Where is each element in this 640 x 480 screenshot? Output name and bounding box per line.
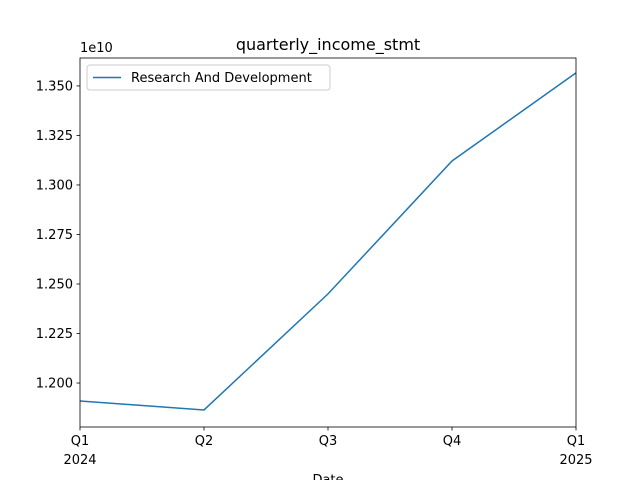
plot-frame xyxy=(79,57,577,428)
x-tick-label: Q1 xyxy=(567,434,586,449)
line-series xyxy=(79,72,577,411)
legend xyxy=(86,64,331,91)
legend-label: Research And Development xyxy=(131,71,312,86)
x-tick-label: Q4 xyxy=(443,434,462,449)
y-tick-label: 1.300 xyxy=(36,178,73,193)
x-year-label: 2024 xyxy=(63,453,96,468)
x-year-label: 2025 xyxy=(559,453,592,468)
x-axis-label: Date xyxy=(312,473,343,480)
y-tick-label: 1.250 xyxy=(36,277,73,292)
y-tick-label: 1.275 xyxy=(36,228,73,243)
chart-title: quarterly_income_stmt xyxy=(236,35,420,55)
x-tick-label: Q3 xyxy=(319,434,338,449)
y-tick-label: 1.225 xyxy=(36,327,73,342)
x-tick-label: Q1 xyxy=(71,434,90,449)
y-tick-label: 1.350 xyxy=(36,79,73,94)
y-tick-label: 1.325 xyxy=(36,129,73,144)
y-tick-label: 1.200 xyxy=(36,377,73,392)
x-tick-label: Q2 xyxy=(195,434,214,449)
y-offset-label: 1e10 xyxy=(80,41,113,56)
